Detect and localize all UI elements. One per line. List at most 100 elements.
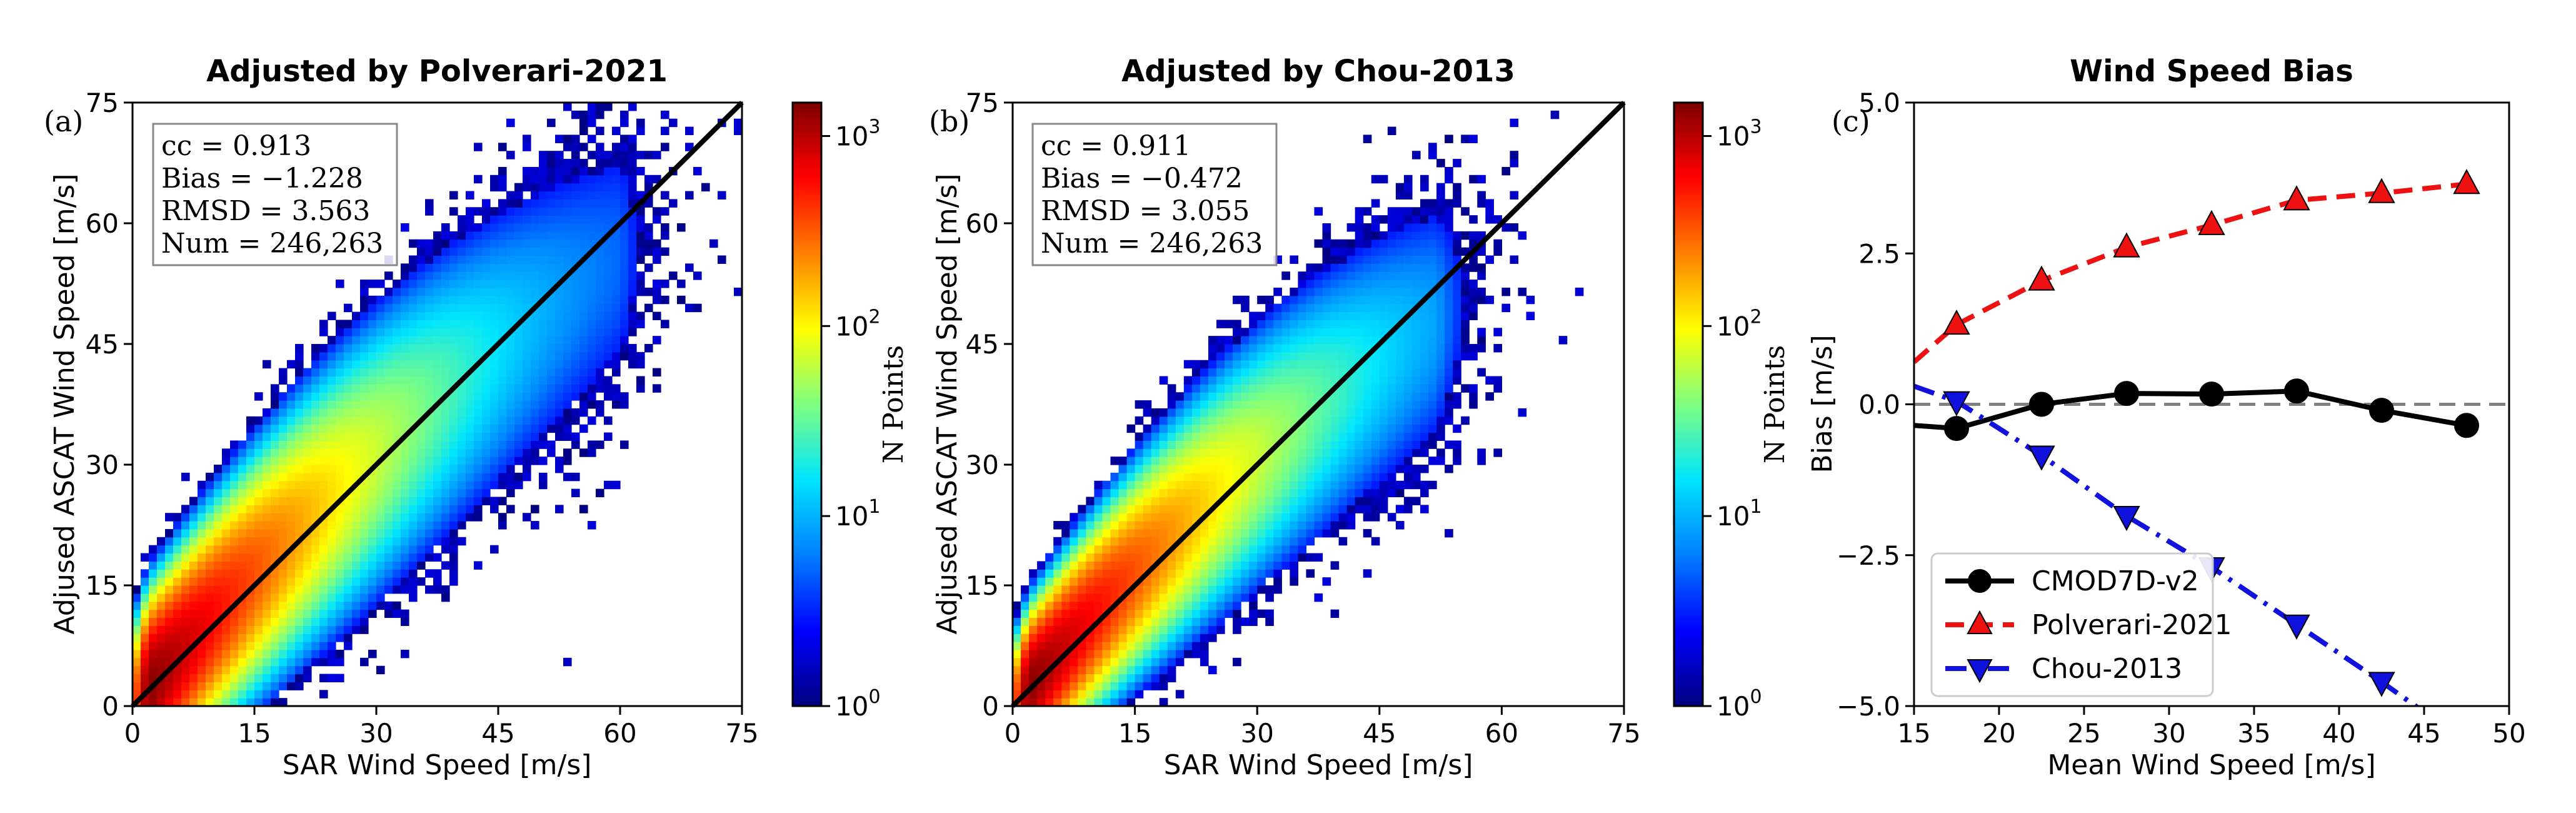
heatmap-cell	[498, 457, 507, 465]
heatmap-cell	[1094, 561, 1103, 570]
heatmap-cell	[198, 488, 206, 498]
heatmap-cell	[588, 376, 596, 385]
heatmap-cell	[466, 328, 474, 336]
heatmap-cell	[1306, 376, 1315, 385]
heatmap-cell	[441, 368, 450, 377]
heatmap-cell	[1070, 698, 1078, 706]
heatmap-cell	[417, 521, 426, 530]
legend-marker	[1967, 610, 1993, 634]
heatmap-cell	[1355, 223, 1364, 232]
heatmap-cell	[1241, 384, 1250, 393]
heatmap-cell	[1445, 303, 1453, 313]
heatmap-cell	[636, 223, 645, 232]
heatmap-cell	[1411, 440, 1421, 449]
heatmap-cell	[482, 448, 491, 457]
heatmap-cell	[230, 457, 239, 465]
heatmap-cell	[1078, 569, 1086, 578]
heatmap-cell	[490, 448, 499, 457]
heatmap-cell	[1183, 457, 1193, 465]
heatmap-cell	[1453, 457, 1461, 465]
heatmap-cell	[198, 577, 206, 586]
heatmap-cell	[449, 360, 458, 369]
heatmap-cell	[547, 223, 556, 232]
heatmap-cell	[579, 360, 588, 369]
heatmap-cell	[1281, 336, 1290, 345]
heatmap-cell	[1436, 448, 1445, 457]
heatmap-cell	[303, 609, 312, 619]
heatmap-cell	[1493, 448, 1502, 457]
heatmap-cell	[523, 351, 531, 361]
heatmap-cell	[620, 159, 629, 168]
heatmap-cell	[1371, 392, 1380, 401]
heatmap-cell	[579, 199, 588, 208]
heatmap-cell	[1338, 424, 1348, 433]
heatmap-cell	[376, 577, 385, 586]
heatmap-cell	[238, 577, 247, 586]
heatmap-cell	[1078, 649, 1086, 659]
heatmap-cell	[165, 553, 174, 562]
heatmap-cell	[441, 448, 450, 457]
heatmap-cell	[1363, 505, 1372, 513]
heatmap-cell	[271, 497, 279, 505]
heatmap-cell	[555, 351, 564, 361]
heatmap-cell	[1387, 336, 1396, 345]
heatmap-cell	[1200, 537, 1209, 546]
heatmap-cell	[1159, 480, 1168, 490]
heatmap-cell	[1298, 320, 1307, 328]
heatmap-cell	[579, 400, 588, 409]
heatmap-cell	[181, 537, 190, 546]
heatmap-cell	[311, 488, 320, 498]
heatmap-cell	[206, 593, 214, 602]
heatmap-cell	[1249, 344, 1258, 353]
heatmap-cell	[1518, 408, 1527, 417]
panel-b-title: Adjusted by Chou-2013	[1121, 54, 1515, 89]
heatmap-cell	[1273, 488, 1282, 498]
heatmap-cell	[531, 263, 539, 272]
heatmap-cell	[531, 432, 539, 441]
heatmap-cell	[1225, 545, 1233, 554]
heatmap-cell	[141, 553, 149, 562]
heatmap-cell	[490, 440, 499, 449]
heatmap-cell	[620, 311, 629, 320]
heatmap-cell	[1338, 448, 1348, 457]
heatmap-cell	[1241, 448, 1250, 457]
heatmap-cell	[1216, 336, 1225, 345]
heatmap-cell	[206, 609, 214, 619]
heatmap-cell	[579, 223, 588, 232]
heatmap-cell	[596, 151, 604, 159]
heatmap-cell	[425, 424, 434, 433]
heatmap-cell	[311, 344, 320, 353]
heatmap-cell	[425, 271, 434, 280]
heatmap-cell	[1143, 553, 1152, 562]
heatmap-cell	[1208, 537, 1217, 546]
heatmap-cell	[547, 351, 556, 361]
heatmap-cell	[189, 561, 198, 570]
heatmap-cell	[360, 303, 369, 313]
heatmap-cell	[1249, 392, 1258, 401]
heatmap-cell	[368, 384, 377, 393]
heatmap-cell	[563, 280, 572, 288]
heatmap-cell	[319, 553, 328, 562]
heatmap-cell	[588, 255, 596, 264]
heatmap-cell	[246, 665, 255, 675]
heatmap-cell	[482, 472, 491, 482]
heatmap-cell	[612, 263, 621, 272]
heatmap-cell	[230, 634, 239, 642]
heatmap-cell	[1420, 360, 1429, 369]
heatmap-cell	[433, 328, 442, 336]
heatmap-cell	[1013, 642, 1021, 650]
x-tick-label: 75	[1607, 718, 1640, 749]
legend-label-chou: Chou-2013	[2032, 653, 2182, 685]
heatmap-cell	[1379, 311, 1388, 320]
heatmap-cell	[1420, 280, 1429, 288]
heatmap-cell	[1403, 239, 1413, 248]
heatmap-cell	[368, 360, 377, 369]
heatmap-cell	[246, 505, 255, 513]
heatmap-cell	[409, 585, 418, 594]
heatmap-cell	[360, 625, 369, 634]
heatmap-cell	[238, 674, 247, 682]
heatmap-cell	[1216, 537, 1225, 546]
heatmap-cell	[563, 344, 572, 353]
heatmap-cell	[1322, 505, 1331, 513]
heatmap-cell	[303, 634, 312, 642]
